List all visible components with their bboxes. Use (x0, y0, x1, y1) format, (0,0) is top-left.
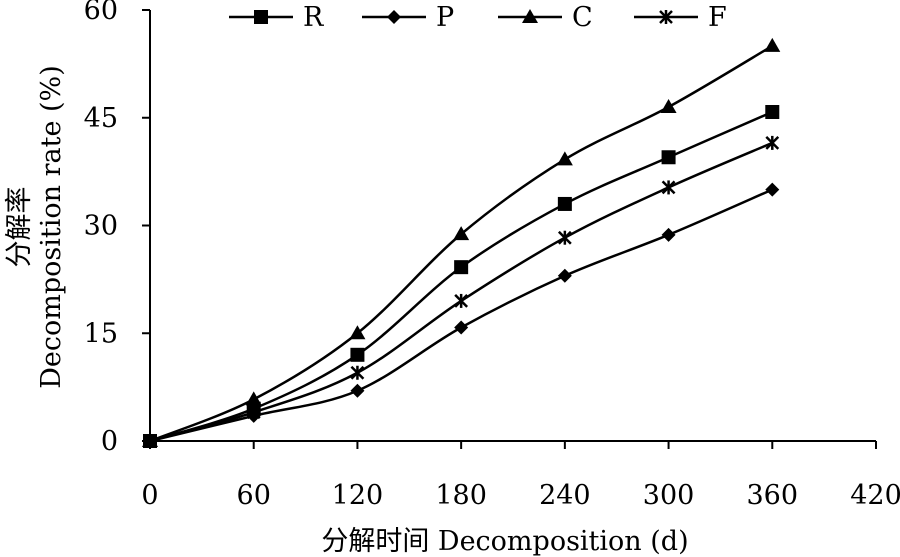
series-p-point (765, 182, 780, 197)
series-f-point (557, 230, 572, 245)
legend-item-c: C (498, 2, 593, 33)
series-f-point (246, 405, 261, 420)
series-p-point (454, 320, 469, 335)
x-tick-label: 360 (747, 480, 799, 511)
series-r-point (350, 347, 365, 362)
legend-label-p: P (436, 2, 454, 33)
y-tick-label: 45 (84, 103, 118, 134)
series-f (143, 135, 780, 448)
series-c-point (764, 37, 781, 52)
legend-item-r: R (229, 2, 324, 33)
legend-label-f: F (708, 2, 727, 33)
y-tick-label: 30 (84, 211, 118, 242)
x-tick-label: 300 (643, 480, 695, 511)
legend-swatch-marker (659, 10, 673, 24)
x-axis-title: 分解时间 Decomposition (d) (321, 526, 688, 557)
x-tick-label: 120 (332, 480, 384, 511)
y-tick-label: 0 (101, 426, 118, 457)
legend-label-c: C (572, 2, 593, 33)
y-tick-label: 60 (84, 0, 118, 26)
series-r-point (557, 196, 572, 211)
legend-item-p: P (362, 2, 454, 33)
series-f-point (143, 434, 157, 448)
series-r-point (765, 105, 780, 120)
legend-label-r: R (303, 2, 324, 33)
series-f-point (765, 135, 780, 150)
series-f-line (149, 141, 773, 443)
axes (149, 10, 876, 442)
series-p (143, 182, 780, 448)
legend-swatch-marker (522, 9, 538, 23)
ticks: 0 60 120 180 240 300 360 420 0 15 30 45 60 (84, 0, 900, 511)
y-axis-title-en: Decomposition rate (%) (36, 65, 67, 389)
series-p-point (350, 383, 365, 398)
series-r (143, 105, 780, 448)
y-tick-label: 15 (84, 318, 118, 349)
series-c-point (556, 151, 573, 166)
legend-item-f: F (634, 2, 727, 33)
legend-swatch-marker (387, 10, 401, 24)
series-c-point (349, 325, 366, 340)
series-f-point (661, 180, 676, 195)
series-f-point (350, 365, 365, 380)
y-axis-title-cn: 分解率 (4, 187, 35, 268)
series-layer (142, 37, 781, 448)
x-tick-label: 420 (850, 480, 900, 511)
series-c (142, 37, 781, 447)
series-c-point (453, 226, 470, 241)
series-f-point (454, 293, 469, 308)
x-tick-label: 60 (237, 480, 271, 511)
x-tick-label: 0 (141, 480, 158, 511)
series-p-point (557, 268, 572, 283)
series-r-point (454, 260, 469, 275)
series-r-line (149, 110, 773, 443)
y-axis-title-group: 分解率 Decomposition rate (%) (4, 65, 67, 389)
series-c-point (660, 98, 677, 113)
series-c-line (149, 44, 773, 443)
series-p-point (661, 227, 676, 242)
series-c-point (245, 391, 262, 406)
series-r-point (661, 150, 676, 165)
x-tick-label: 240 (539, 480, 591, 511)
x-tick-label: 180 (435, 480, 487, 511)
legend-swatch-marker (254, 10, 268, 24)
